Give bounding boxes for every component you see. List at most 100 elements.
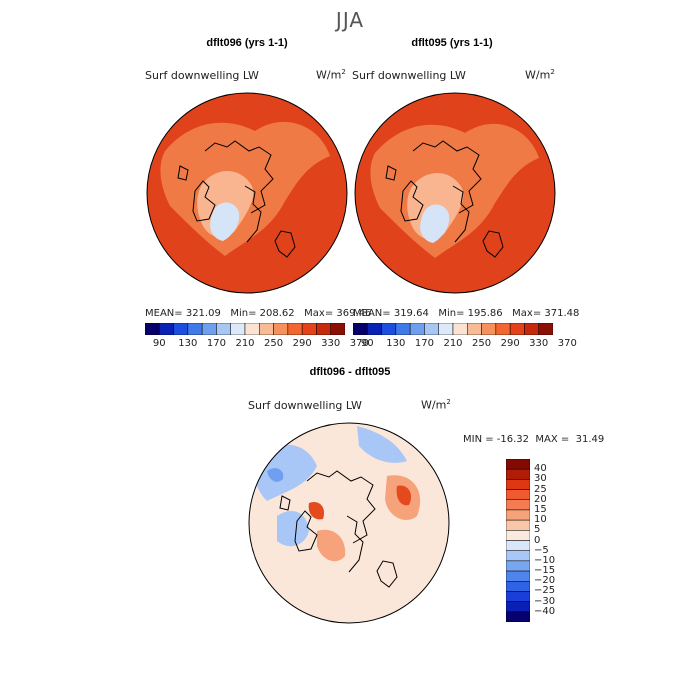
- diff-colorbar-swatch: [506, 499, 530, 511]
- diff-colorbar-tick-label: −20: [534, 575, 556, 587]
- diff-colorbar-tick-label: −40: [534, 605, 556, 617]
- colorbar-tick-label: 170: [206, 338, 226, 349]
- colorbar-tick-label: 370: [557, 338, 577, 349]
- panel1-coastline: [177, 140, 296, 258]
- colorbar-swatch: [367, 323, 382, 335]
- colorbar-tick-label: 210: [235, 338, 255, 349]
- colorbar-swatch: [538, 323, 553, 335]
- diff-colorbar-swatch: [506, 601, 530, 613]
- colorbar-swatch: [187, 323, 203, 335]
- panel1-map: [146, 92, 348, 294]
- panel1-stats: MEAN= 321.09 Min= 208.62 Max= 369.46: [145, 308, 372, 319]
- panel2-map: [354, 92, 556, 294]
- diff-field-negative-3: [357, 426, 407, 463]
- colorbar-swatch: [145, 323, 160, 335]
- diff-colorbar-tick-label: −5: [534, 544, 549, 556]
- panel2-colorbar: [353, 323, 553, 335]
- diff-colorbar-tick-label: 15: [534, 503, 547, 515]
- panel2-map-border: [354, 92, 556, 294]
- colorbar-swatch: [230, 323, 246, 335]
- colorbar-tick-label: 250: [472, 338, 492, 349]
- panel2-coastline: [385, 140, 504, 258]
- diff-colorbar-tick-label: 0: [534, 534, 541, 546]
- diff-colorbar-swatch: [506, 611, 530, 622]
- panel2-units: W/m2: [525, 68, 555, 82]
- diff-colorbar-swatch: [506, 570, 530, 582]
- diff-title: dflt096 - dflt095: [309, 366, 391, 378]
- diff-map: [248, 422, 450, 624]
- diff-colorbar-tick-label: 5: [534, 524, 541, 536]
- colorbar-swatch: [273, 323, 289, 335]
- colorbar-tick-label: 90: [360, 338, 374, 349]
- diff-colorbar-swatch: [506, 591, 530, 602]
- colorbar-tick-label: 330: [529, 338, 549, 349]
- panel1-variable-label: Surf downwelling LW: [145, 69, 259, 82]
- diff-colorbar-tick-label: −30: [534, 595, 556, 607]
- panel1-units: W/m2: [316, 68, 346, 82]
- colorbar-swatch: [495, 323, 511, 335]
- colorbar-tick-label: 290: [292, 338, 312, 349]
- colorbar-swatch: [159, 323, 174, 335]
- diff-colorbar-swatch: [506, 530, 530, 541]
- diff-colorbar-swatch: [506, 540, 530, 551]
- diff-field-positive-strong: [396, 485, 412, 506]
- colorbar-tick-label: 170: [414, 338, 434, 349]
- colorbar-swatch: [409, 323, 425, 335]
- diff-colorbar-tick-label: 40: [534, 463, 547, 475]
- panel1-field-lowest: [210, 202, 240, 241]
- colorbar-tick-label: 290: [500, 338, 520, 349]
- panel2-variable-label: Surf downwelling LW: [352, 69, 466, 82]
- diff-map-border: [248, 422, 450, 624]
- diff-colorbar-swatch: [506, 560, 530, 572]
- diff-colorbar-swatch: [506, 509, 530, 521]
- diff-stats: MIN = -16.32 MAX = 31.49: [463, 434, 605, 445]
- colorbar-swatch: [301, 323, 317, 335]
- diff-colorbar-tick-label: −25: [534, 585, 556, 597]
- diff-field-negative-2: [277, 511, 309, 547]
- diff-colorbar-tick-label: −15: [534, 565, 556, 577]
- colorbar-swatch: [467, 323, 482, 335]
- colorbar-swatch: [201, 323, 217, 335]
- colorbar-swatch: [452, 323, 468, 335]
- panel2-title: dflt095 (yrs 1-1): [411, 37, 493, 49]
- diff-colorbar-swatch: [506, 550, 530, 562]
- colorbar-swatch: [381, 323, 397, 335]
- colorbar-swatch: [424, 323, 439, 335]
- diff-colorbar-tick-label: 20: [534, 493, 547, 505]
- diff-colorbar-tick-label: 30: [534, 473, 547, 485]
- colorbar-swatch: [509, 323, 525, 335]
- diff-colorbar-swatch: [506, 581, 530, 592]
- diff-field-positive-2: [317, 529, 346, 562]
- colorbar-swatch: [287, 323, 303, 335]
- colorbar-swatch: [316, 323, 331, 335]
- diff-colorbar-tick-label: 10: [534, 514, 547, 526]
- panel1-title: dflt096 (yrs 1-1): [206, 37, 288, 49]
- colorbar-swatch: [481, 323, 497, 335]
- diff-variable-label: Surf downwelling LW: [248, 399, 362, 412]
- colorbar-tick-label: 130: [178, 338, 198, 349]
- colorbar-tick-label: 210: [443, 338, 463, 349]
- colorbar-tick-label: 130: [386, 338, 406, 349]
- colorbar-swatch: [330, 323, 345, 335]
- colorbar-tick-label: 330: [321, 338, 341, 349]
- panel1-colorbar: [145, 323, 345, 335]
- colorbar-swatch: [395, 323, 411, 335]
- season-title: JJA: [335, 8, 365, 32]
- diff-colorbar-swatch: [506, 489, 530, 500]
- panel1-map-border: [146, 92, 348, 294]
- colorbar-tick-label: 250: [264, 338, 284, 349]
- diff-field-negative-strong: [267, 468, 284, 482]
- diff-colorbar-ticks: 40 30 25 20 15 10 5 0 −5 −10 −15 −20 −25 −30 −40: [534, 459, 574, 622]
- diff-colorbar-tick-label: 25: [534, 483, 547, 495]
- diff-colorbar-swatch: [506, 459, 530, 470]
- colorbar-swatch: [173, 323, 189, 335]
- diff-colorbar: [506, 459, 530, 622]
- diff-colorbar-tick-label: −10: [534, 554, 556, 566]
- panel2-field-lowest: [420, 204, 450, 243]
- colorbar-swatch: [244, 323, 260, 335]
- colorbar-tick-label: 90: [152, 338, 166, 349]
- panel1-colorbar-ticks: 90 130 170 210 250 290 330 370: [145, 338, 369, 350]
- diff-colorbar-swatch: [506, 468, 530, 480]
- diff-colorbar-swatch: [506, 479, 530, 490]
- diff-coastline: [279, 470, 398, 588]
